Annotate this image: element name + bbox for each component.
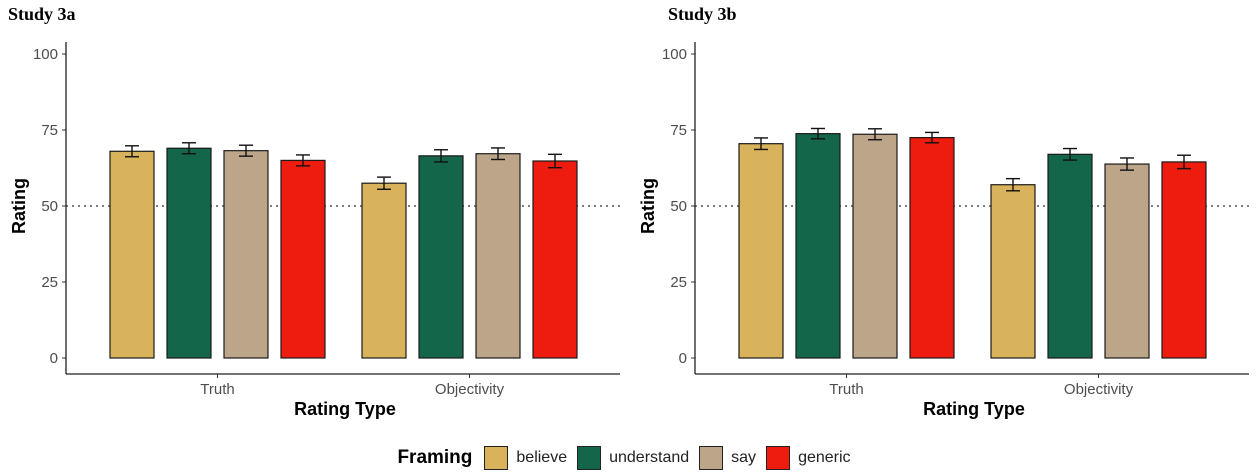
chart1-y-tick-label-50: 50 xyxy=(41,198,58,215)
legend-swatch-say xyxy=(699,446,724,470)
legend-item-believe: believe xyxy=(484,446,567,470)
chart2-bar-truth-generic xyxy=(909,137,955,359)
legend-label-say: say xyxy=(731,449,757,466)
chart1-x-tick-label-truth: Truth xyxy=(200,381,234,398)
chart1-x-tick-label-objectivity: Objectivity xyxy=(435,381,505,398)
chart2-y-axis-title: Rating xyxy=(638,178,658,234)
chart2-bar-truth-understand xyxy=(795,133,841,359)
chart1-y-tick-label-75: 75 xyxy=(41,122,58,139)
chart1-y-tick-label-0: 0 xyxy=(50,350,58,367)
chart1-y-tick-label-25: 25 xyxy=(41,274,58,291)
chart2-bar-objectivity-believe xyxy=(990,184,1036,359)
legend-item-understand: understand xyxy=(577,446,689,470)
chart1-bar-objectivity-generic xyxy=(532,160,578,359)
chart1-y-axis-title: Rating xyxy=(9,178,29,234)
chart1-bar-truth-generic xyxy=(280,159,326,359)
chart2-bar-truth-believe xyxy=(738,143,784,359)
legend-label-believe: believe xyxy=(516,449,568,466)
legend: Framing believe understand say generic xyxy=(0,444,1258,472)
chart1-bar-objectivity-understand xyxy=(418,155,464,359)
chart2-x-tick-label-objectivity: Objectivity xyxy=(1064,381,1134,398)
chart2-x-tick-label-truth: Truth xyxy=(829,381,863,398)
legend-swatch-understand xyxy=(577,446,602,470)
chart1-bar-truth-say xyxy=(223,150,269,359)
chart2-y-tick-label-25: 25 xyxy=(670,274,687,291)
chart1-bar-truth-understand xyxy=(166,147,212,359)
chart-study-3b: 0 25 50 75 100 Truth Objectivity Rating Type Rat… xyxy=(638,42,1249,419)
chart1-y-tick-label-100: 100 xyxy=(33,46,58,63)
chart2-y-tick-label-100: 100 xyxy=(662,46,687,63)
panel-title-study-3a: Study 3a xyxy=(8,4,76,24)
chart2-bar-objectivity-understand xyxy=(1047,153,1093,359)
chart-study-3a: 0 25 50 75 100 Truth Objectivity Rating Type Rat… xyxy=(9,42,620,419)
chart2-bar-truth-say xyxy=(852,133,898,359)
chart1-bar-objectivity-believe xyxy=(361,182,407,359)
chart1-bar-objectivity-say xyxy=(475,153,521,359)
chart2-x-axis-title: Rating Type xyxy=(923,399,1025,419)
legend-item-say: say xyxy=(699,446,756,470)
chart2-bar-objectivity-say xyxy=(1104,163,1150,359)
legend-item-generic: generic xyxy=(766,446,851,470)
panel-title-study-3b: Study 3b xyxy=(668,4,737,24)
chart1-bar-truth-believe xyxy=(109,150,155,359)
legend-swatch-generic xyxy=(766,446,791,470)
legend-title: Framing xyxy=(397,447,473,468)
chart1-x-axis-title: Rating Type xyxy=(294,399,396,419)
chart2-y-tick-label-0: 0 xyxy=(679,350,687,367)
chart2-y-tick-label-75: 75 xyxy=(670,122,687,139)
legend-label-generic: generic xyxy=(798,449,851,466)
chart2-y-tick-label-50: 50 xyxy=(670,198,687,215)
chart2-bar-objectivity-generic xyxy=(1161,161,1207,359)
legend-label-understand: understand xyxy=(609,449,690,466)
legend-swatch-believe xyxy=(484,446,509,470)
